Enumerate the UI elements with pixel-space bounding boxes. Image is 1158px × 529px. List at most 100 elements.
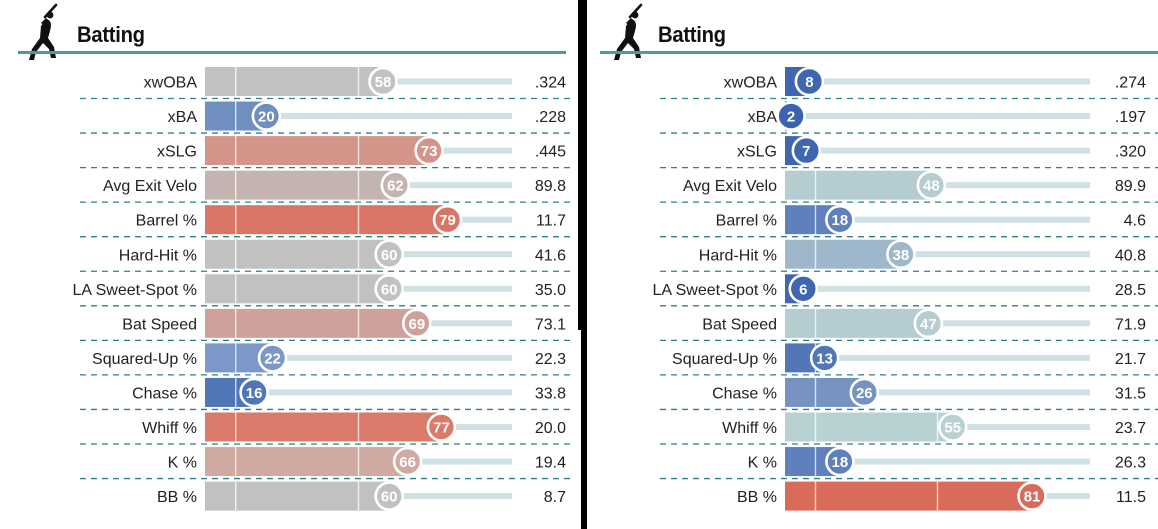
percentile-bar bbox=[785, 308, 929, 338]
percentile-badge bbox=[402, 308, 432, 339]
percentile-track bbox=[785, 251, 1090, 258]
table-row: Whiff % 55 23.7 bbox=[660, 412, 1158, 445]
percentile-bar bbox=[205, 170, 396, 200]
percentile-bar bbox=[205, 308, 417, 338]
percentile-bar bbox=[205, 481, 390, 511]
panel-title: Batting bbox=[658, 22, 726, 47]
percentile-track bbox=[205, 354, 512, 361]
metric-label: Barrel % bbox=[716, 213, 777, 230]
table-row: Bat Speed 69 73.1 bbox=[80, 308, 570, 342]
batter-silhouette-icon bbox=[29, 3, 58, 60]
metric-label: Barrel % bbox=[136, 213, 197, 230]
title-rule bbox=[18, 51, 566, 54]
percentile-bar bbox=[785, 481, 1033, 511]
metric-label: BB % bbox=[157, 489, 197, 506]
percentile-badge bbox=[886, 239, 916, 270]
percentile-bar bbox=[205, 67, 384, 96]
table-row: Squared-Up % 22 22.3 bbox=[80, 343, 570, 376]
percentile-bar bbox=[205, 274, 390, 304]
percentile-badge bbox=[374, 481, 405, 511]
table-row: BB % 81 11.5 bbox=[737, 481, 1146, 511]
percentile-badge bbox=[380, 170, 411, 200]
stat-value: 33.8 bbox=[535, 385, 566, 402]
percentile-value: 18 bbox=[832, 454, 849, 471]
percentile-value: 38 bbox=[893, 247, 910, 264]
percentile-bar bbox=[785, 412, 953, 442]
percentile-badge bbox=[791, 135, 822, 166]
stat-value: 35.0 bbox=[535, 282, 566, 299]
percentile-value: 13 bbox=[816, 350, 833, 367]
table-row: Avg Exit Velo 62 89.8 bbox=[80, 170, 570, 203]
percentile-bar bbox=[205, 447, 408, 477]
metric-label: xwOBA bbox=[724, 75, 778, 92]
percentile-track bbox=[205, 113, 512, 120]
percentile-value: 69 bbox=[408, 316, 425, 333]
stat-value: 26.3 bbox=[1115, 455, 1146, 472]
percentile-badge bbox=[825, 204, 855, 235]
table-row: Squared-Up % 13 21.7 bbox=[660, 343, 1158, 376]
stat-value: 8.7 bbox=[544, 489, 566, 506]
percentile-badge bbox=[849, 377, 880, 408]
percentile-value: 60 bbox=[381, 489, 398, 506]
percentile-badge bbox=[1017, 481, 1047, 511]
table-row: BB % 60 8.7 bbox=[157, 481, 566, 511]
stat-value: .445 bbox=[535, 144, 566, 161]
stat-value: 40.8 bbox=[1115, 247, 1146, 264]
title-rule bbox=[600, 51, 1158, 54]
table-row: Bat Speed 47 71.9 bbox=[660, 308, 1158, 342]
percentile-bar bbox=[205, 412, 442, 442]
metric-label: Avg Exit Velo bbox=[103, 178, 197, 195]
percentile-track bbox=[785, 78, 1090, 85]
table-row: LA Sweet-Spot % 60 35.0 bbox=[72, 273, 570, 307]
stat-value: 73.1 bbox=[535, 316, 566, 333]
percentile-value: 7 bbox=[802, 143, 810, 160]
percentile-value: 22 bbox=[264, 350, 281, 367]
percentile-value: 55 bbox=[944, 420, 961, 437]
metric-label: xBA bbox=[168, 109, 198, 126]
chart-right: xwOBA 8 .274 xBA 2 .197 xSLG 7 .320 Avg Exit Velo… bbox=[652, 66, 1158, 511]
stat-value: .324 bbox=[535, 75, 566, 92]
percentile-value: 16 bbox=[246, 385, 263, 402]
percentile-badge bbox=[392, 446, 423, 477]
percentile-badge bbox=[374, 273, 405, 304]
batter-silhouette-icon bbox=[614, 3, 643, 60]
table-row: xwOBA 8 .274 bbox=[660, 66, 1158, 100]
stat-value: 4.6 bbox=[1124, 213, 1146, 230]
percentile-track bbox=[785, 147, 1090, 154]
percentile-value: 66 bbox=[399, 454, 416, 471]
metric-label: Hard-Hit % bbox=[119, 247, 197, 264]
percentile-bar bbox=[785, 239, 901, 269]
metric-label: Bat Speed bbox=[122, 316, 197, 333]
percentile-value: 6 bbox=[799, 281, 807, 298]
table-row: xBA 20 .228 bbox=[80, 101, 570, 134]
percentile-value: 73 bbox=[421, 143, 438, 160]
stat-value: 31.5 bbox=[1115, 385, 1146, 402]
percentile-track bbox=[785, 216, 1090, 223]
metric-label: K % bbox=[168, 455, 197, 472]
metric-label: Hard-Hit % bbox=[699, 247, 777, 264]
metric-label: Bat Speed bbox=[702, 316, 777, 333]
table-row: Chase % 26 31.5 bbox=[660, 377, 1158, 411]
percentile-badge bbox=[368, 66, 398, 97]
percentile-badge bbox=[916, 170, 947, 200]
batting-panel-right: Batting xwOBA 8 .274 xBA 2 .197 xSLG 7 .320 Avg E… bbox=[587, 0, 1158, 529]
percentile-badge bbox=[794, 66, 825, 97]
panel-divider-gap bbox=[578, 330, 581, 529]
percentile-badge bbox=[937, 412, 968, 442]
percentile-value: 18 bbox=[832, 212, 849, 229]
table-row: xSLG 73 .445 bbox=[80, 135, 570, 169]
percentile-badge bbox=[913, 308, 944, 339]
table-row: Hard-Hit % 38 40.8 bbox=[660, 239, 1158, 272]
chart-left: xwOBA 58 .324 xBA 20 .228 xSLG 73 .445 Avg Exit V… bbox=[72, 66, 570, 511]
percentile-badge bbox=[374, 239, 405, 270]
percentile-track bbox=[785, 354, 1090, 361]
metric-label: LA Sweet-Spot % bbox=[72, 282, 197, 299]
metric-label: BB % bbox=[737, 489, 777, 506]
percentile-bar bbox=[205, 136, 430, 166]
percentile-value: 8 bbox=[805, 74, 813, 91]
table-row: LA Sweet-Spot % 6 28.5 bbox=[652, 273, 1158, 307]
stat-value: 19.4 bbox=[535, 455, 566, 472]
percentile-value: 26 bbox=[856, 385, 873, 402]
table-row: K % 66 19.4 bbox=[80, 446, 570, 480]
table-row: Barrel % 79 11.7 bbox=[80, 204, 570, 238]
